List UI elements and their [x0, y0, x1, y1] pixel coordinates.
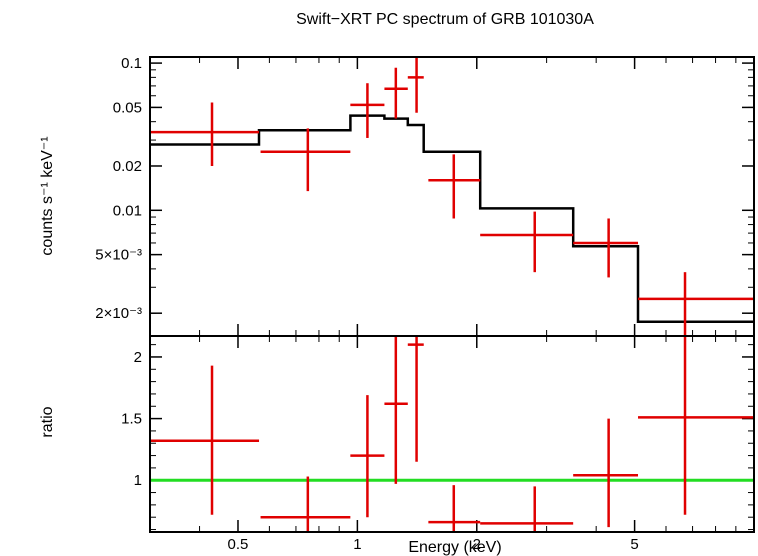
bottom-y-tick-label: 2 — [134, 349, 142, 366]
x-tick-label: 1 — [353, 536, 361, 553]
x-axis-label: Energy (keV) — [408, 539, 501, 556]
y-axis-label-ratio: ratio — [39, 406, 56, 437]
chart-title: Swift−XRT PC spectrum of GRB 101030A — [296, 11, 594, 28]
y-axis-label-counts: counts s⁻¹ keV⁻¹ — [39, 136, 56, 255]
top-y-tick-label: 0.1 — [121, 55, 142, 72]
x-tick-label: 2 — [473, 536, 481, 553]
bottom-y-tick-label: 1.5 — [121, 411, 142, 428]
top-y-tick-label: 5×10⁻³ — [95, 247, 142, 264]
x-tick-label: 5 — [630, 536, 638, 553]
ratio-panel: 0.5 1 2 5 1 1.5 2 ratio — [39, 335, 755, 553]
top-y-tick-label: 2×10⁻³ — [95, 305, 142, 322]
top-y-tick-label: 0.05 — [113, 99, 142, 116]
model-line — [150, 114, 754, 323]
top-y-tick-label: 0.02 — [113, 158, 142, 175]
spectrum-panel: 0.1 0.05 0.02 0.01 5×10⁻³ 2×10⁻³ counts s⁻¹ k… — [39, 55, 755, 337]
x-tick-label: 0.5 — [228, 536, 249, 553]
spectrum-panel-frame — [149, 56, 755, 337]
top-y-tick-label: 0.01 — [113, 202, 142, 219]
bottom-y-tick-label: 1 — [134, 472, 142, 489]
ratio-panel-frame — [149, 335, 755, 533]
